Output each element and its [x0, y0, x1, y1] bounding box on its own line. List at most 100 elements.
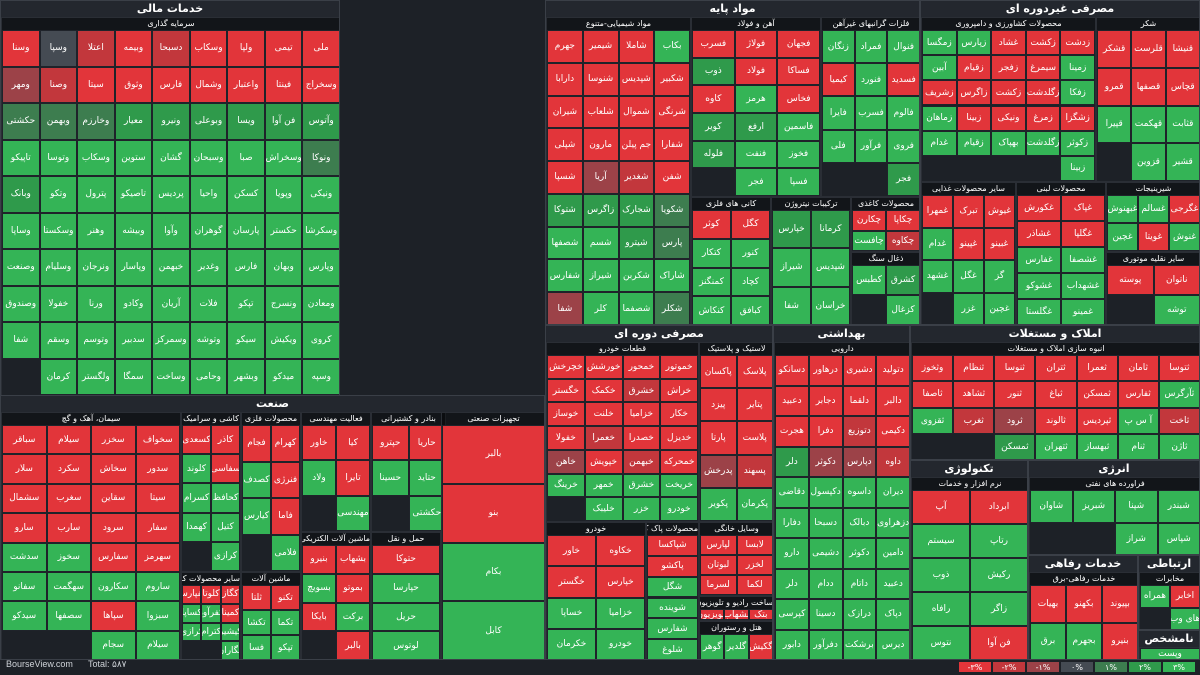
industry-title[interactable]: کانی های فلزی [692, 198, 770, 210]
stock-tile[interactable]: خکرمان [547, 628, 596, 659]
stock-tile[interactable]: ستوین [114, 139, 153, 176]
stock-tile[interactable]: شفا [772, 286, 811, 324]
stock-tile[interactable]: کزغال [886, 295, 919, 324]
stock-tile[interactable]: کاذر [211, 425, 240, 455]
stock-tile[interactable]: ناتوان [1153, 265, 1199, 295]
stock-tile[interactable]: فجر [734, 168, 778, 196]
stock-tile[interactable]: تکما [271, 610, 300, 635]
stock-tile[interactable]: زگلدشت [1025, 130, 1061, 156]
stock-tile[interactable]: سغرب [46, 483, 91, 514]
stock-tile[interactable]: شصفما [618, 292, 655, 324]
stock-tile[interactable]: سقاین [91, 483, 136, 514]
stock-tile[interactable]: شپاس [1157, 522, 1199, 554]
stock-tile[interactable]: وصنا [39, 66, 78, 103]
stock-tile[interactable]: خعمرا [584, 426, 623, 450]
stock-tile[interactable]: شپدیس [811, 248, 850, 287]
stock-tile[interactable]: کاوه [692, 85, 735, 113]
sector-title[interactable]: انرژی [1029, 461, 1199, 477]
stock-tile[interactable]: دپاک [876, 599, 909, 630]
stock-tile[interactable]: گوهران [189, 212, 228, 249]
stock-tile[interactable]: لسرما [700, 575, 737, 595]
stock-tile[interactable]: رافاه [912, 592, 970, 626]
stock-tile[interactable]: دزهراوی [876, 507, 909, 538]
stock-tile[interactable]: دفرا [808, 416, 843, 447]
stock-tile[interactable]: کویر [692, 113, 735, 141]
stock-tile[interactable]: لبوتان [700, 555, 737, 575]
industry-title[interactable]: نرم افزار و خدمات [912, 478, 1027, 490]
stock-tile[interactable]: ارفع [734, 113, 778, 141]
stock-tile[interactable]: فساکا [777, 57, 820, 86]
stock-tile[interactable]: فخاس [777, 85, 820, 113]
stock-tile[interactable]: دلر [775, 446, 809, 477]
stock-tile[interactable]: حتوکا [372, 545, 440, 574]
sector-title[interactable]: املاک و مستغلات [911, 326, 1199, 342]
stock-tile[interactable]: داتام [842, 568, 877, 599]
stock-tile[interactable]: شکربن [618, 259, 655, 293]
stock-tile[interactable]: تیمی [264, 30, 303, 67]
stock-tile[interactable]: گکیش [748, 634, 772, 659]
industry-title[interactable]: انبوه سازی املاک و مستغلات [912, 343, 1199, 355]
stock-tile[interactable]: فاما [271, 498, 300, 535]
stock-tile[interactable]: وسنا [2, 30, 40, 67]
stock-tile[interactable]: ونیکی [991, 105, 1026, 131]
stock-tile[interactable]: بموتو [336, 573, 370, 603]
stock-tile[interactable]: زقیام [956, 130, 992, 156]
stock-tile[interactable]: وساپا [2, 212, 40, 249]
stock-tile[interactable]: کترام [201, 622, 221, 642]
stock-tile[interactable]: دتولید [876, 355, 909, 386]
stock-tile[interactable]: دلقما [842, 385, 877, 416]
stock-tile[interactable]: غبهنوش [1107, 195, 1138, 223]
stock-tile[interactable]: شپلی [547, 128, 583, 162]
stock-tile[interactable]: دیرس [876, 629, 909, 659]
stock-tile[interactable]: کنکاش [692, 296, 731, 324]
stock-tile[interactable]: سخاش [91, 454, 136, 484]
stock-tile[interactable]: کرازی [182, 622, 202, 642]
stock-tile[interactable]: زاگرس [956, 80, 992, 106]
stock-tile[interactable]: خبهمن [152, 249, 190, 286]
stock-tile[interactable]: سدبیر [114, 322, 153, 359]
stock-tile[interactable]: وبهان [264, 249, 303, 286]
stock-tile[interactable]: شصفها [547, 226, 583, 260]
industry-title[interactable]: ماشین آلات [242, 573, 300, 585]
stock-tile[interactable]: فلامی [271, 534, 300, 571]
stock-tile[interactable]: فجهان [777, 30, 820, 58]
stock-tile[interactable]: حاریا [408, 425, 445, 461]
stock-tile[interactable]: ویسا [227, 103, 265, 140]
stock-tile[interactable]: فایرا [822, 96, 855, 130]
stock-tile[interactable]: سارو [2, 513, 47, 543]
stock-tile[interactable]: سجام [91, 630, 136, 659]
stock-tile[interactable]: دفرآور [808, 629, 843, 659]
stock-tile[interactable]: سرود [91, 513, 136, 543]
stock-tile[interactable]: شفا [2, 322, 40, 359]
stock-tile[interactable]: خاور [302, 425, 336, 461]
stock-tile[interactable]: وسمرکز [152, 322, 190, 359]
stock-tile[interactable]: ولگستر [77, 358, 115, 395]
stock-tile[interactable]: ثاصفا [912, 381, 954, 408]
stock-tile[interactable]: کمینا [220, 603, 240, 623]
stock-tile[interactable]: زاگرس [582, 193, 619, 227]
stock-tile[interactable]: داوه [876, 446, 909, 477]
stock-tile[interactable]: وصنعت [2, 249, 40, 286]
stock-tile[interactable]: تکنو [271, 585, 300, 610]
stock-tile[interactable]: غپاک [1061, 195, 1105, 221]
stock-tile[interactable]: همراه [1140, 585, 1170, 608]
stock-tile[interactable]: ذوب [912, 558, 970, 592]
industry-title[interactable]: قطعات خودرو [547, 343, 698, 355]
stock-tile[interactable]: ولپا [227, 30, 265, 67]
stock-tile[interactable]: خاهن [547, 449, 585, 474]
stock-tile[interactable]: وپست [1140, 648, 1199, 659]
stock-tile[interactable]: شیراز [772, 248, 811, 287]
stock-tile[interactable]: آپ [912, 490, 970, 524]
stock-tile[interactable]: ثباغ [1035, 381, 1077, 408]
stock-tile[interactable]: زشگزا [1060, 105, 1095, 131]
stock-tile[interactable]: سیتا [77, 66, 115, 103]
stock-tile[interactable]: وسپه [302, 358, 339, 395]
stock-tile[interactable]: خلنت [584, 402, 623, 427]
stock-tile[interactable]: خچرخش [547, 355, 585, 379]
stock-tile[interactable]: کسرام [182, 483, 211, 513]
stock-tile[interactable]: شوینده [647, 597, 698, 619]
stock-tile[interactable]: خراسان [811, 286, 850, 324]
stock-tile[interactable]: شجارک [618, 193, 655, 227]
sector-title[interactable]: تکنولوژی [911, 461, 1027, 477]
stock-tile[interactable]: ثنام [1117, 433, 1159, 459]
